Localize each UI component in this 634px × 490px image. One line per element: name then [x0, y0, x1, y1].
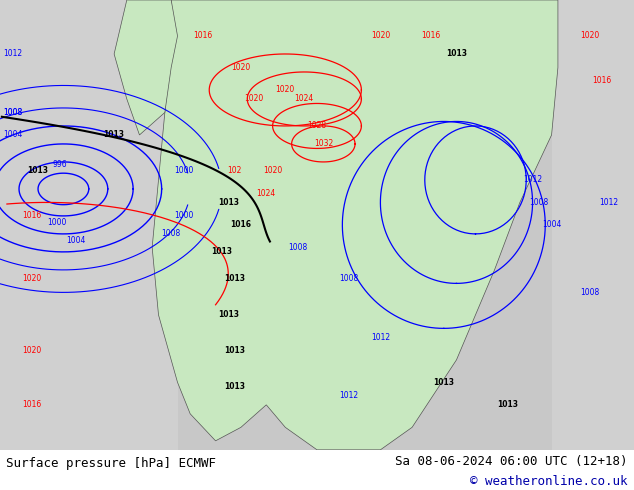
Text: 1012: 1012 — [339, 392, 358, 400]
Text: 1020: 1020 — [276, 85, 295, 95]
Text: 1013: 1013 — [224, 274, 245, 283]
Text: 1004: 1004 — [3, 130, 22, 140]
Text: 1013: 1013 — [224, 346, 245, 355]
Text: 1013: 1013 — [217, 198, 239, 207]
Text: 996: 996 — [53, 160, 68, 169]
Text: 1020: 1020 — [371, 31, 390, 41]
Text: 102: 102 — [228, 167, 242, 175]
Text: 1000: 1000 — [174, 167, 193, 175]
Text: 1016: 1016 — [422, 31, 441, 41]
Text: 1000: 1000 — [48, 218, 67, 227]
Text: 1020: 1020 — [263, 167, 282, 175]
Text: 1012: 1012 — [3, 49, 22, 58]
Polygon shape — [114, 0, 178, 135]
Text: 1024: 1024 — [295, 95, 314, 103]
Text: 1020: 1020 — [22, 346, 41, 355]
Text: 1032: 1032 — [314, 140, 333, 148]
Text: 1013: 1013 — [446, 49, 467, 58]
Text: 1008: 1008 — [580, 288, 599, 297]
Text: 1013: 1013 — [27, 167, 49, 175]
Text: 1012: 1012 — [523, 175, 542, 184]
Text: Surface pressure [hPa] ECMWF: Surface pressure [hPa] ECMWF — [6, 457, 216, 470]
Text: 1008: 1008 — [3, 108, 22, 117]
Text: 1016: 1016 — [593, 76, 612, 85]
Text: 1016: 1016 — [22, 211, 41, 220]
Text: 1020: 1020 — [580, 31, 599, 41]
Bar — [0, 0, 178, 450]
Text: 1024: 1024 — [257, 189, 276, 198]
Polygon shape — [152, 0, 558, 450]
Text: 1016: 1016 — [230, 220, 252, 229]
Text: 1004: 1004 — [542, 220, 561, 229]
Text: 1008: 1008 — [529, 198, 548, 207]
Text: 1012: 1012 — [599, 198, 618, 207]
Text: 1013: 1013 — [217, 310, 239, 319]
Text: 1013: 1013 — [433, 378, 455, 387]
Text: 1028: 1028 — [307, 122, 327, 130]
Text: 1000: 1000 — [174, 211, 193, 220]
Text: 1012: 1012 — [371, 333, 390, 342]
Text: 1008: 1008 — [288, 243, 307, 252]
Text: © weatheronline.co.uk: © weatheronline.co.uk — [470, 475, 628, 488]
Text: 1013: 1013 — [496, 400, 518, 409]
Text: 1020: 1020 — [22, 274, 41, 283]
Text: 1008: 1008 — [3, 108, 22, 117]
Text: 1016: 1016 — [193, 31, 212, 41]
Text: Sa 08-06-2024 06:00 UTC (12+18): Sa 08-06-2024 06:00 UTC (12+18) — [395, 455, 628, 467]
Text: 1013: 1013 — [103, 130, 125, 140]
Text: 1013: 1013 — [224, 382, 245, 392]
Bar — [552, 0, 634, 450]
Text: 1013: 1013 — [211, 247, 233, 256]
Text: 1020: 1020 — [231, 63, 250, 72]
Text: 1008: 1008 — [162, 229, 181, 239]
Text: 1020: 1020 — [244, 95, 263, 103]
Text: 1004: 1004 — [67, 236, 86, 245]
Text: 1008: 1008 — [339, 274, 358, 283]
Text: 1016: 1016 — [22, 400, 41, 409]
